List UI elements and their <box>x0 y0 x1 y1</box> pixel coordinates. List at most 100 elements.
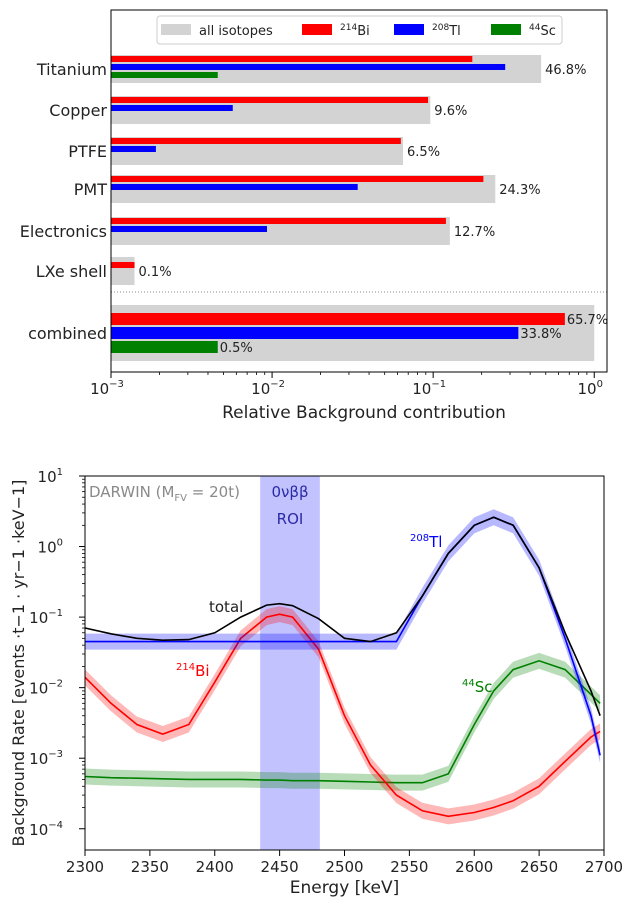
y2-tick-base-3: 10 <box>29 609 48 627</box>
tl-text: Tl <box>428 533 442 551</box>
bar-sc-6 <box>111 341 218 353</box>
bar-bi-5 <box>111 262 135 268</box>
x-tick-base-2: 10 <box>412 380 431 398</box>
roi-label-2: ROI <box>277 510 304 528</box>
y2-tick-exp-2: −2 <box>48 679 63 690</box>
y2-tick-base-1: 10 <box>29 750 48 768</box>
bar-bi-6 <box>111 313 565 325</box>
x2-tick-label-6: 2600 <box>455 858 493 876</box>
legend-text-2: Tl <box>448 24 461 39</box>
x-tick-exp-1: −2 <box>270 379 285 390</box>
y2-tick-label-3: 10−1 <box>29 608 63 627</box>
bar-tl-4 <box>111 226 268 232</box>
x2-tick-label-8: 2700 <box>585 858 623 876</box>
total-label: total <box>209 598 243 616</box>
bar-tl-0 <box>111 64 506 70</box>
legend-text-3: Sc <box>540 24 555 39</box>
legend-text-1: Bi <box>357 24 370 39</box>
bar-bi-3 <box>111 176 484 182</box>
bar-all-isotopes-5 <box>111 257 135 285</box>
legend-sup-1: 214 <box>340 23 357 33</box>
data-label-combined-2: 0.5% <box>220 341 253 356</box>
category-label-3: PMT <box>74 180 107 199</box>
spectrum-chart: 2300 2350 2400 2450 2500 2550 2600 2650 2700 Ener… <box>9 467 623 898</box>
legend: all isotopes 214Bi 208Tl 44Sc <box>156 15 563 45</box>
category-label-4: Electronics <box>20 222 107 241</box>
plot-frame <box>110 9 608 373</box>
series-line-sc <box>84 659 601 784</box>
series-line-total <box>84 516 601 716</box>
x-tick-label-2: 10−1 <box>412 379 446 398</box>
legend-text-0: all isotopes <box>199 24 273 39</box>
y2-tick-exp-5: 1 <box>57 467 63 478</box>
experiment-label: DARWIN (MFV = 20t) <box>89 483 240 504</box>
bar-tl-1 <box>111 105 233 111</box>
x2-axis-label: Energy [keV] <box>290 878 400 898</box>
y2-tick-label-4: 100 <box>38 538 63 557</box>
tl-sup: 208 <box>410 533 429 544</box>
bar-bi-2 <box>111 138 401 144</box>
legend-swatch-3 <box>491 24 521 35</box>
bar-tl-6 <box>111 327 519 339</box>
x-tick-exp-0: −3 <box>109 379 124 390</box>
x-tick-base-0: 10 <box>90 380 109 398</box>
x-tick-exp-2: −1 <box>431 379 446 390</box>
series-line-bi <box>84 613 601 818</box>
y2-tick-base-2: 10 <box>29 680 48 698</box>
category-label-1: Copper <box>49 101 107 120</box>
experiment-sub: FV <box>174 493 187 504</box>
legend-swatch-2 <box>394 24 424 35</box>
legend-swatch-0 <box>161 24 191 35</box>
data-label-0: 46.8% <box>545 63 586 78</box>
y2-tick-label-5: 101 <box>38 467 63 486</box>
bar-bi-1 <box>111 97 429 103</box>
y2-axis-label: Background Rate [events ·t−1 · yr−1 ·keV… <box>9 480 28 847</box>
bi-label: 214Bi <box>176 662 210 680</box>
bar-bi-0 <box>111 56 473 62</box>
x-tick-label-0: 10−3 <box>90 379 124 398</box>
x-tick-base-3: 10 <box>578 380 597 398</box>
roi-label-1: 0νββ <box>271 483 308 501</box>
uncertainty-band-bi <box>85 606 601 825</box>
bar-sc-0 <box>111 72 218 78</box>
x2-tick-label-4: 2500 <box>325 858 363 876</box>
y2-tick-base-0: 10 <box>29 821 48 839</box>
legend-label-2: 208Tl <box>432 23 461 39</box>
legend-label-1: 214Bi <box>340 23 370 39</box>
bar-tl-2 <box>111 146 156 152</box>
bi-text: Bi <box>195 662 209 680</box>
x-axis-label: Relative Background contribution <box>222 403 506 423</box>
x2-tick-label-2: 2400 <box>196 858 234 876</box>
x2-tick-label-0: 2300 <box>66 858 104 876</box>
y2-tick-label-1: 10−3 <box>29 749 63 768</box>
bar-tl-3 <box>111 184 358 190</box>
legend-swatch-1 <box>302 24 332 35</box>
sc-text: Sc <box>475 678 493 696</box>
legend-sup-3: 44 <box>529 23 541 33</box>
category-label-5: LXe shell <box>36 262 107 281</box>
legend-box <box>156 15 563 45</box>
category-label-2: PTFE <box>68 142 107 161</box>
data-label-4: 12.7% <box>454 225 495 240</box>
y2-tick-base-4: 10 <box>38 539 57 557</box>
legend-label-0: all isotopes <box>199 24 273 39</box>
x2-tick-label-5: 2550 <box>390 858 428 876</box>
data-label-5: 0.1% <box>139 265 172 280</box>
data-label-2: 6.5% <box>407 145 440 160</box>
bar-chart: Titanium Copper PTFE PMT Electronics LXe shel… <box>20 9 608 423</box>
x-tick-base-1: 10 <box>251 380 270 398</box>
y2-tick-label-0: 10−4 <box>29 820 63 839</box>
y2-tick-base-5: 10 <box>38 468 57 486</box>
y2-tick-exp-4: 0 <box>57 538 63 549</box>
category-label-6: combined <box>28 324 107 343</box>
x-tick-label-1: 10−2 <box>251 379 285 398</box>
uncertainty-band-sc <box>85 652 601 791</box>
y2-tick-exp-3: −1 <box>48 608 63 619</box>
legend-label-3: 44Sc <box>529 23 556 39</box>
y2-tick-exp-0: −4 <box>48 820 63 831</box>
x2-tick-label-1: 2350 <box>131 858 169 876</box>
x-tick-label-3: 100 <box>578 379 603 398</box>
category-label-0: Titanium <box>36 60 107 79</box>
